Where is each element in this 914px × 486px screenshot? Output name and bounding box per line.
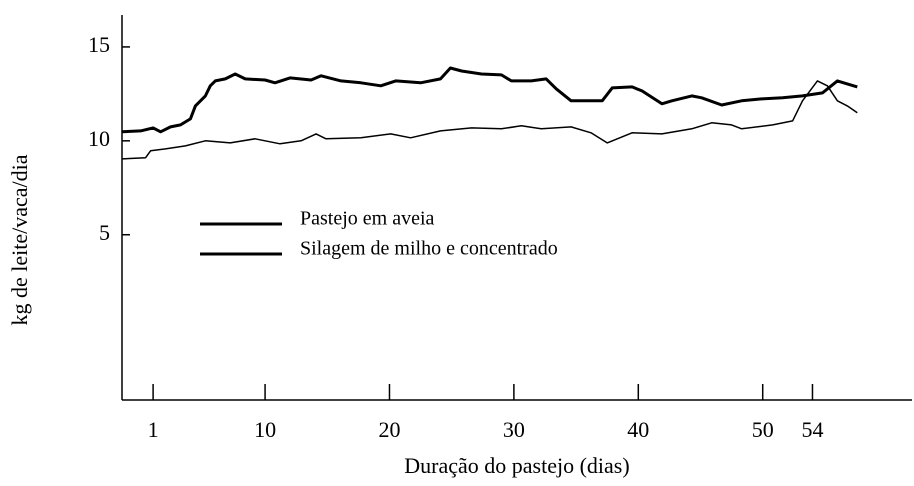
- series-line: [121, 80, 858, 160]
- x-tick-label: 1: [148, 417, 159, 442]
- legend-label: Silagem de milho e concentrado: [300, 238, 558, 260]
- x-tick-label: 50: [752, 417, 774, 442]
- x-tick-label: 10: [254, 417, 276, 442]
- x-tick-label: 20: [378, 417, 400, 442]
- x-axis-label: Duração do pastejo (dias): [404, 453, 629, 478]
- y-tick-label: 15: [88, 32, 110, 57]
- x-tick-label: 40: [627, 417, 649, 442]
- y-tick-label: 5: [99, 220, 110, 245]
- x-tick-label: 54: [801, 417, 823, 442]
- y-tick-label: 10: [88, 126, 110, 151]
- y-axis-label: kg de leite/vaca/dia: [7, 154, 32, 325]
- x-tick-label: 30: [503, 417, 525, 442]
- legend-label: Pastejo em aveia: [300, 208, 435, 230]
- series-line: [121, 66, 858, 134]
